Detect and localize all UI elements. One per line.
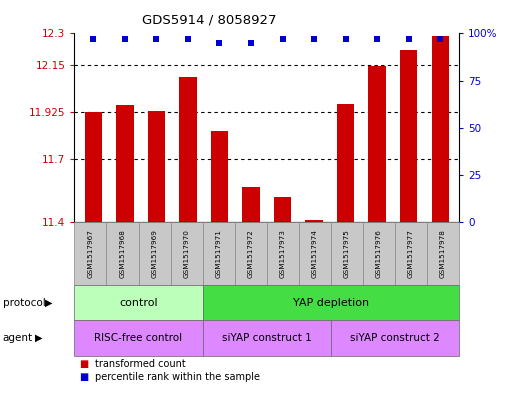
Bar xyxy=(368,66,386,222)
Bar xyxy=(400,50,418,222)
Text: GDS5914 / 8058927: GDS5914 / 8058927 xyxy=(142,14,277,27)
Point xyxy=(215,40,224,46)
Text: GSM1517975: GSM1517975 xyxy=(344,229,350,278)
Text: ▶: ▶ xyxy=(35,333,43,343)
Text: transformed count: transformed count xyxy=(95,359,186,369)
Text: protocol: protocol xyxy=(3,298,45,308)
Text: GSM1517967: GSM1517967 xyxy=(87,229,93,278)
Text: agent: agent xyxy=(3,333,33,343)
Bar xyxy=(305,220,323,222)
Text: GSM1517978: GSM1517978 xyxy=(440,229,446,278)
Text: ■: ■ xyxy=(80,372,89,382)
Text: percentile rank within the sample: percentile rank within the sample xyxy=(95,372,260,382)
Bar xyxy=(431,35,449,222)
Point xyxy=(405,36,413,42)
Point xyxy=(373,36,381,42)
Text: siYAP construct 2: siYAP construct 2 xyxy=(350,333,440,343)
Bar xyxy=(274,197,291,222)
Text: GSM1517976: GSM1517976 xyxy=(376,229,382,278)
Text: ■: ■ xyxy=(80,359,89,369)
Text: GSM1517970: GSM1517970 xyxy=(184,229,190,278)
Bar xyxy=(148,111,165,222)
Text: GSM1517977: GSM1517977 xyxy=(408,229,414,278)
Text: GSM1517972: GSM1517972 xyxy=(248,229,254,278)
Point xyxy=(89,36,97,42)
Point xyxy=(152,36,161,42)
Text: control: control xyxy=(119,298,158,308)
Text: siYAP construct 1: siYAP construct 1 xyxy=(222,333,311,343)
Bar xyxy=(85,112,102,222)
Point xyxy=(310,36,318,42)
Bar xyxy=(337,104,354,222)
Text: YAP depletion: YAP depletion xyxy=(293,298,369,308)
Bar xyxy=(116,105,133,222)
Text: GSM1517971: GSM1517971 xyxy=(215,229,222,278)
Text: GSM1517974: GSM1517974 xyxy=(312,229,318,278)
Text: GSM1517969: GSM1517969 xyxy=(151,229,157,278)
Point xyxy=(121,36,129,42)
Point xyxy=(279,36,287,42)
Bar xyxy=(179,77,196,222)
Text: RISC-free control: RISC-free control xyxy=(94,333,183,343)
Point xyxy=(436,36,444,42)
Point xyxy=(247,40,255,46)
Bar xyxy=(211,131,228,222)
Text: ▶: ▶ xyxy=(45,298,53,308)
Point xyxy=(342,36,350,42)
Text: GSM1517968: GSM1517968 xyxy=(120,229,126,278)
Point xyxy=(184,36,192,42)
Text: GSM1517973: GSM1517973 xyxy=(280,229,286,278)
Bar xyxy=(242,187,260,222)
